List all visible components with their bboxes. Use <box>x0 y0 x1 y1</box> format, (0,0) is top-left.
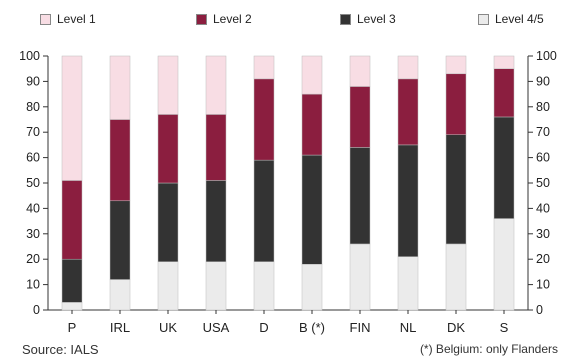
x-tick-label-5: B (*) <box>299 320 325 335</box>
bar-usa-level1 <box>205 55 227 115</box>
bar-d-level45 <box>253 261 275 311</box>
bar-uk-level2 <box>157 114 179 184</box>
y-tick-label-right-20: 20 <box>536 252 550 266</box>
bar-nl-level1 <box>397 55 419 80</box>
bar-fin-level1 <box>349 55 371 87</box>
source-note: Source: IALS <box>22 342 99 357</box>
x-tick-label-9: S <box>500 320 509 335</box>
bar-dk-level45 <box>445 243 467 311</box>
legend-swatch-level45 <box>478 13 489 25</box>
bar-usa-level3 <box>205 180 227 262</box>
legend-label-level45: Level 4/5 <box>495 12 544 26</box>
bar-nl-level3 <box>397 144 419 257</box>
bar-b-level2 <box>301 93 323 156</box>
legend-item-level45: Level 4/5 <box>478 12 544 26</box>
bar-nl-level2 <box>397 78 419 146</box>
legend-label-level2: Level 2 <box>213 12 252 26</box>
bar-uk-level3 <box>157 182 179 262</box>
bar-d-level3 <box>253 159 275 262</box>
bar-b-level3 <box>301 154 323 265</box>
bar-d-level2 <box>253 78 275 161</box>
bar-dk-level3 <box>445 134 467 245</box>
x-tick-label-2: UK <box>159 320 177 335</box>
y-tick-label-right-40: 40 <box>536 201 550 215</box>
bar-irl-level1 <box>109 55 131 120</box>
bar-usa-level2 <box>205 114 227 181</box>
x-tick-label-3: USA <box>203 320 230 335</box>
bar-s-level2 <box>493 68 515 118</box>
legend-label-level1: Level 1 <box>57 12 96 26</box>
y-tick-label-right-80: 80 <box>536 100 550 114</box>
legend-swatch-level1 <box>40 13 51 25</box>
y-tick-label-right-70: 70 <box>536 125 550 139</box>
x-tick-label-4: D <box>259 320 268 335</box>
x-tick-label-6: FIN <box>350 320 371 335</box>
bar-fin-level2 <box>349 86 371 148</box>
legend-item-level3: Level 3 <box>340 12 396 26</box>
y-tick-label-left-50: 50 <box>26 176 40 190</box>
bar-p-level45 <box>61 302 83 311</box>
bar-fin-level45 <box>349 243 371 311</box>
y-tick-label-right-60: 60 <box>536 151 550 165</box>
bar-dk-level1 <box>445 55 467 75</box>
y-tick-label-left-80: 80 <box>26 100 40 114</box>
bar-d-level1 <box>253 55 275 80</box>
bar-irl-level45 <box>109 279 131 311</box>
y-tick-label-left-30: 30 <box>26 227 40 241</box>
x-tick-label-7: NL <box>400 320 417 335</box>
y-tick-label-right-90: 90 <box>536 74 550 88</box>
bar-fin-level3 <box>349 147 371 245</box>
bar-nl-level45 <box>397 256 419 311</box>
y-tick-label-left-10: 10 <box>26 278 40 292</box>
x-tick-label-1: IRL <box>110 320 130 335</box>
bar-s-level1 <box>493 55 515 69</box>
y-tick-label-left-0: 0 <box>33 303 40 317</box>
footnote-belgium: (*) Belgium: only Flanders <box>419 342 558 356</box>
legend-swatch-level3 <box>340 13 351 25</box>
y-tick-label-left-20: 20 <box>26 252 40 266</box>
bar-b-level1 <box>301 55 323 95</box>
bar-s-level45 <box>493 218 515 311</box>
bar-irl-level2 <box>109 119 131 202</box>
x-tick-label-8: DK <box>447 320 465 335</box>
y-tick-label-left-90: 90 <box>26 74 40 88</box>
bar-irl-level3 <box>109 200 131 280</box>
y-tick-label-right-100: 100 <box>536 49 557 63</box>
bar-s-level3 <box>493 116 515 219</box>
y-tick-label-left-70: 70 <box>26 125 40 139</box>
bar-b-level45 <box>301 264 323 311</box>
y-tick-label-right-10: 10 <box>536 278 550 292</box>
bar-p-level1 <box>61 55 83 181</box>
y-tick-label-left-60: 60 <box>26 151 40 165</box>
legend: Level 1 Level 2 Level 3 Level 4/5 <box>0 8 578 30</box>
bar-usa-level45 <box>205 261 227 311</box>
bar-p-level2 <box>61 180 83 260</box>
legend-label-level3: Level 3 <box>357 12 396 26</box>
legend-item-level2: Level 2 <box>196 12 252 26</box>
y-tick-label-left-40: 40 <box>26 201 40 215</box>
bar-p-level3 <box>61 258 83 303</box>
bar-dk-level2 <box>445 73 467 135</box>
y-tick-label-right-0: 0 <box>536 303 543 317</box>
x-tick-label-0: P <box>68 320 77 335</box>
y-tick-label-right-50: 50 <box>536 176 550 190</box>
legend-swatch-level2 <box>196 13 207 25</box>
y-tick-label-right-30: 30 <box>536 227 550 241</box>
legend-item-level1: Level 1 <box>40 12 96 26</box>
bar-uk-level45 <box>157 261 179 311</box>
y-tick-label-left-100: 100 <box>19 49 40 63</box>
bar-uk-level1 <box>157 55 179 115</box>
